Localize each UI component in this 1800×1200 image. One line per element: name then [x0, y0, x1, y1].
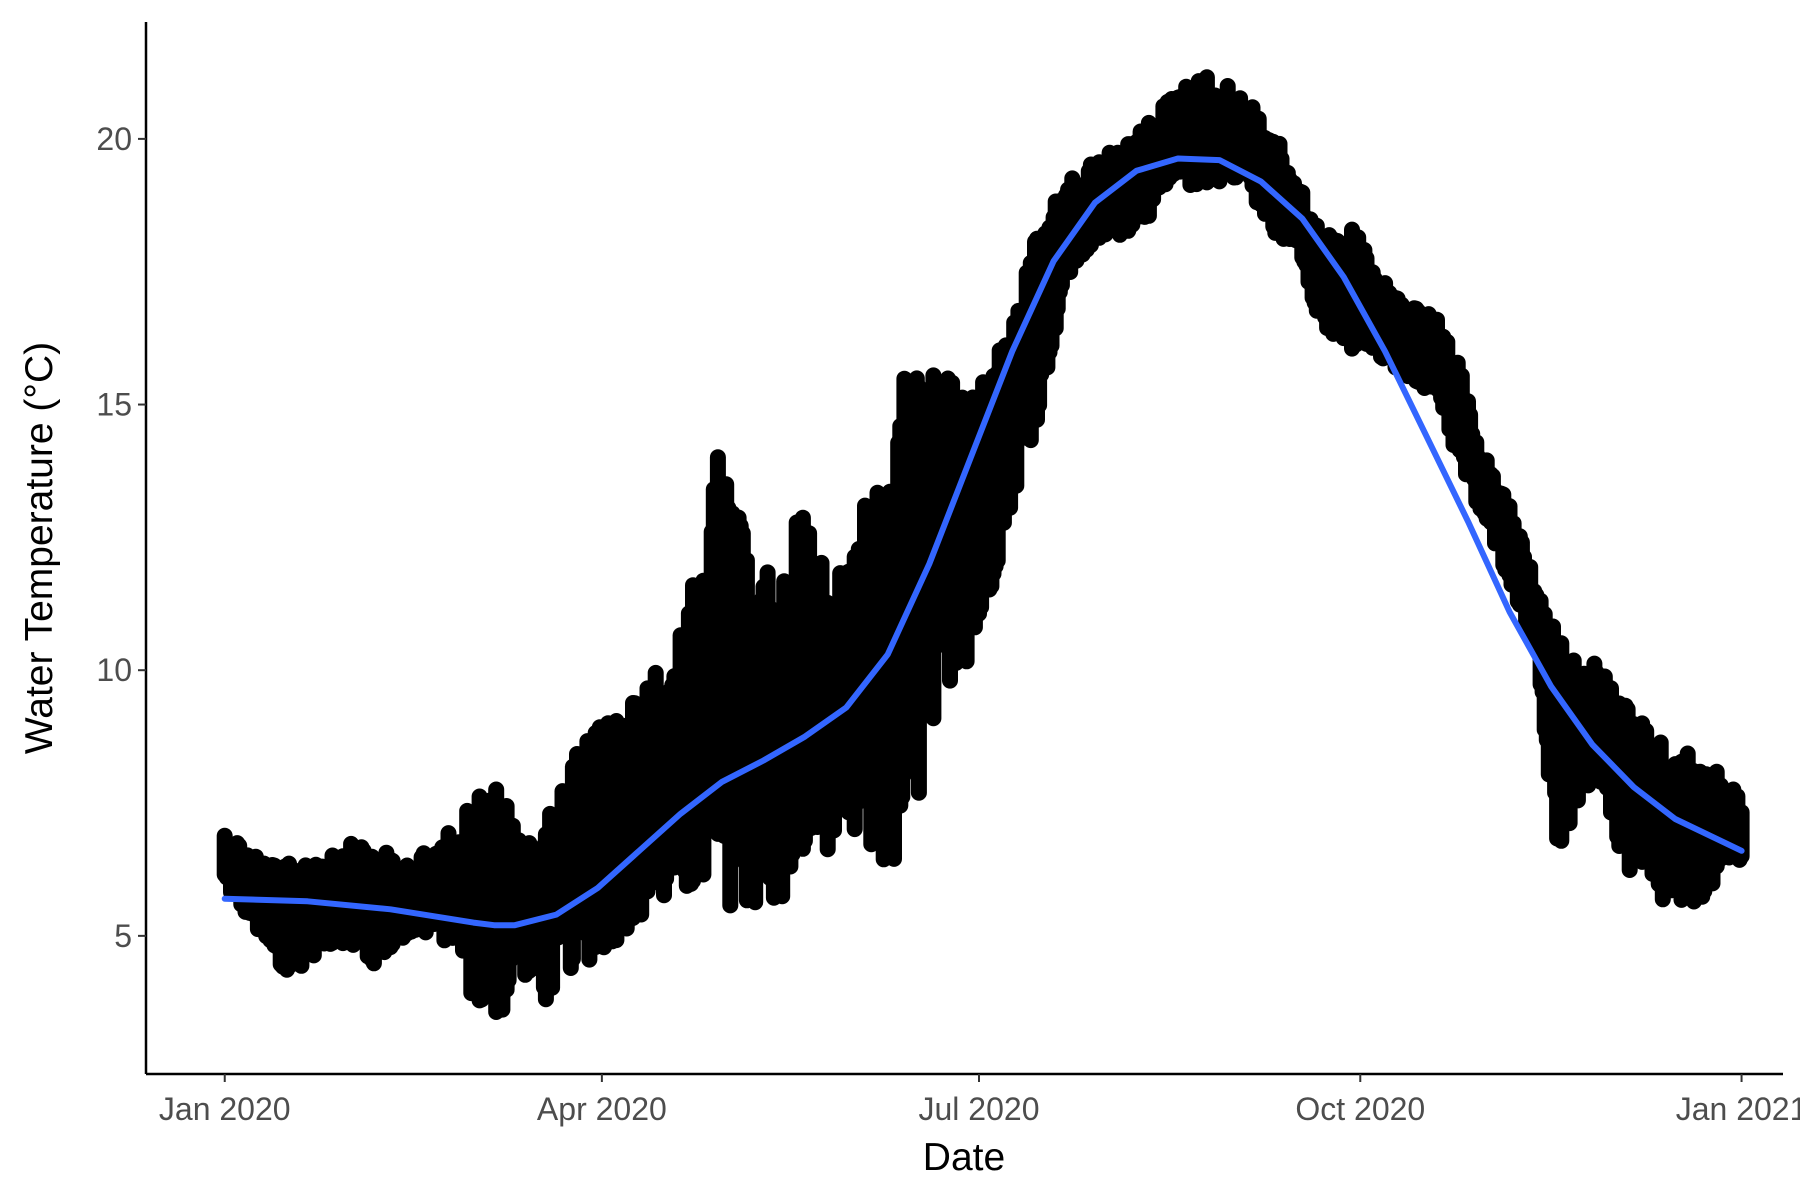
- y-tick-label: 10: [96, 652, 132, 688]
- x-tick-label: Jan 2021: [1676, 1091, 1800, 1127]
- x-tick-label: Jan 2020: [159, 1091, 291, 1127]
- temperature-points: [216, 69, 1750, 1020]
- y-tick-label: 15: [96, 387, 132, 423]
- x-tick-label: Apr 2020: [537, 1091, 667, 1127]
- y-tick-label: 5: [114, 918, 132, 954]
- x-tick-label: Jul 2020: [919, 1091, 1040, 1127]
- trend-line: [221, 155, 1745, 929]
- y-axis-title: Water Temperature (°C): [18, 342, 61, 754]
- x-axis-title: Date: [923, 1136, 1005, 1179]
- x-tick-label: Oct 2020: [1295, 1091, 1425, 1127]
- x-axis-ticks: Jan 2020 Apr 2020 Jul 2020 Oct 2020 Jan 2021: [159, 1074, 1800, 1127]
- y-tick-label: 20: [96, 121, 132, 157]
- y-axis-ticks: 5 10 15 20: [96, 121, 146, 954]
